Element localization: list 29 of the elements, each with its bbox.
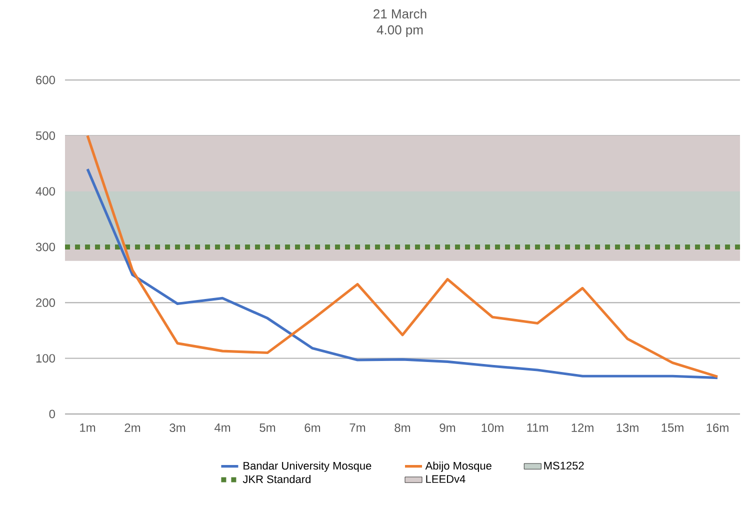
x-tick-label: 7m — [350, 424, 366, 432]
legend-label: MS1252 — [544, 462, 584, 470]
x-tick-label: 2m — [124, 424, 140, 432]
y-tick-label: 400 — [36, 187, 56, 196]
y-tick-label: 300 — [36, 242, 56, 252]
x-tick-label: 16m — [706, 424, 728, 432]
x-tick-label: 13m — [616, 424, 638, 432]
x-tick-label: 11m — [527, 424, 548, 432]
legend-label: Abijo Mosque — [425, 462, 492, 472]
y-tick-label: 200 — [36, 298, 56, 307]
x-tick-label: 10m — [482, 424, 504, 432]
x-tick-label: 4m — [214, 424, 230, 432]
y-tick-label: 0 — [49, 410, 56, 418]
x-tick-label: 12m — [572, 424, 594, 432]
chart-subtitle: 4.00 pm — [376, 25, 423, 38]
x-tick-label: 15m — [662, 424, 684, 432]
legend-label: LEEDv4 — [426, 475, 466, 483]
x-tick-label: 1m — [80, 424, 96, 432]
x-tick-label: 6m — [304, 424, 320, 432]
y-tick-label: 100 — [36, 354, 56, 363]
legend-label: JKR Standard — [242, 475, 310, 484]
chart-title: 21 March — [374, 8, 426, 18]
legend-label: Bandar University Mosque — [244, 462, 372, 472]
y-tick-label: 600 — [36, 76, 56, 84]
x-tick-label: 5m — [260, 424, 276, 432]
x-tick-label: 9m — [440, 424, 456, 432]
y-tick-label: 500 — [36, 131, 56, 140]
x-tick-label: 8m — [394, 424, 410, 432]
x-tick-label: 3m — [170, 424, 186, 432]
